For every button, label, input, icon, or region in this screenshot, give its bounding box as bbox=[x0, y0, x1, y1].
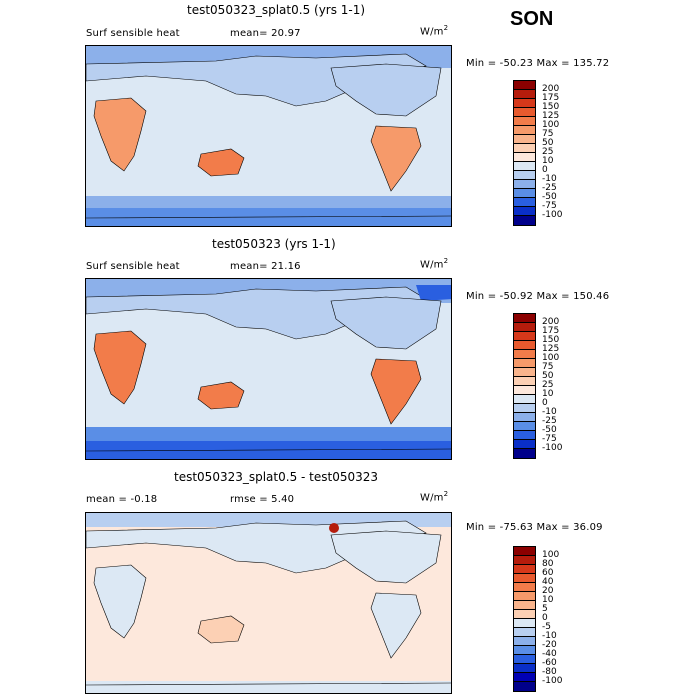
panel1-colorbar-labels: 200 175 150 125 100 75 50 25 10 0 -10 -25 -50 -75 -100 bbox=[542, 84, 563, 220]
panel2-mean-label: mean= 21.16 bbox=[230, 261, 301, 272]
panel1-map bbox=[85, 45, 452, 227]
panel2-title: test050323 (yrs 1-1) bbox=[212, 237, 336, 251]
panel1-units: W/m2 bbox=[420, 24, 449, 38]
panel3-map bbox=[85, 512, 452, 694]
panel2-minmax: Min = -50.92 Max = 150.46 bbox=[466, 291, 610, 302]
panel3-colorbar-labels: 100 80 60 40 20 10 5 0 -5 -10 -20 -40 -60 -80 -100 bbox=[542, 550, 563, 686]
panel1-minmax: Min = -50.23 Max = 135.72 bbox=[466, 58, 610, 69]
panel2-colorbar bbox=[513, 313, 536, 459]
panel3-minmax: Min = -75.63 Max = 36.09 bbox=[466, 522, 603, 533]
panel2-colorbar-labels: 200 175 150 125 100 75 50 25 10 0 -10 -25 -50 -75 -100 bbox=[542, 317, 563, 453]
panel3-title: test050323_splat0.5 - test050323 bbox=[174, 470, 379, 484]
panel1-colorbar bbox=[513, 80, 536, 226]
panel3-units: W/m2 bbox=[420, 490, 449, 504]
panel2-units: W/m2 bbox=[420, 257, 449, 271]
panel1-variable-label: Surf sensible heat bbox=[86, 28, 180, 39]
panel1-mean-label: mean= 20.97 bbox=[230, 28, 301, 39]
panel2-map bbox=[85, 278, 452, 460]
season-label: SON bbox=[510, 8, 554, 30]
panel2-variable-label: Surf sensible heat bbox=[86, 261, 180, 272]
panel3-mean-label: mean = -0.18 bbox=[86, 494, 158, 505]
panel1-title: test050323_splat0.5 (yrs 1-1) bbox=[187, 3, 366, 17]
panel3-colorbar bbox=[513, 546, 536, 692]
panel3-rmse-label: rmse = 5.40 bbox=[230, 494, 295, 505]
